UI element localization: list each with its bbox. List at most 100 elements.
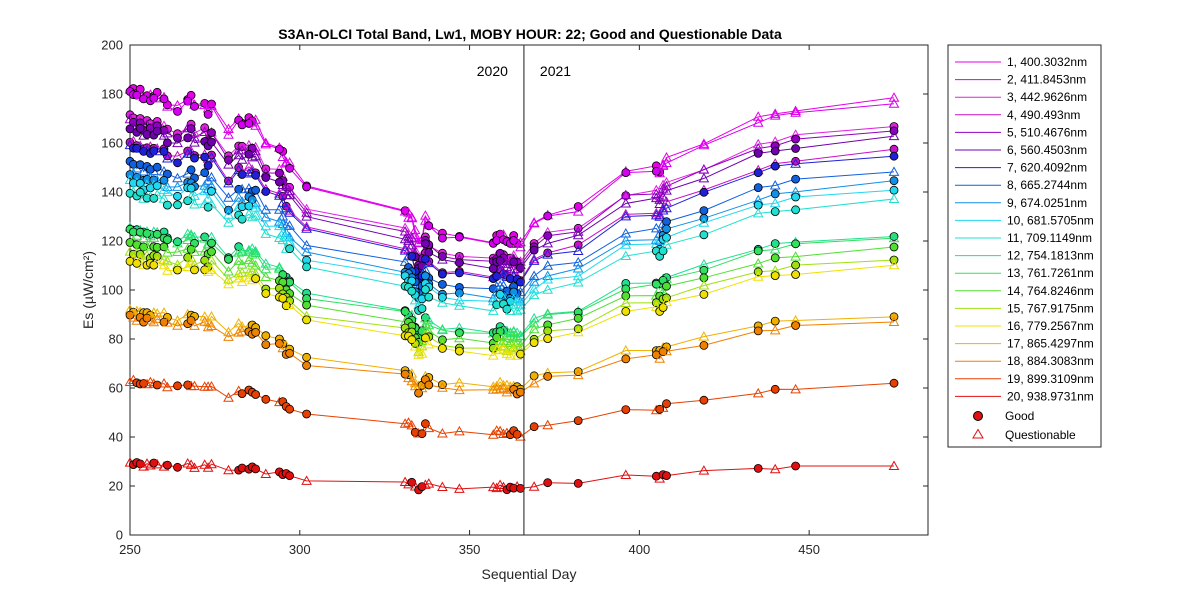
good-point [173, 191, 182, 201]
questionable-point [572, 229, 584, 240]
questionable-point [661, 185, 672, 195]
questionable-point [620, 250, 632, 260]
questionable-point [233, 317, 245, 328]
questionable-point [223, 177, 234, 188]
questionable-point [620, 234, 632, 245]
questionable-point [206, 458, 217, 469]
questionable-point [223, 278, 234, 289]
questionable-point [284, 205, 295, 215]
questionable-point [274, 190, 285, 200]
questionable-point [661, 345, 672, 356]
chart-title: S3An-OLCI Total Band, Lw1, MOBY HOUR: 22… [278, 26, 782, 42]
good-point [889, 232, 899, 241]
questionable-point [206, 254, 217, 265]
good-point [699, 289, 709, 299]
questionable-point [511, 238, 523, 248]
questionable-point [494, 383, 506, 394]
good-point [889, 185, 899, 195]
questionable-point [189, 320, 200, 330]
questionable-point [528, 217, 540, 228]
questionable-point [420, 479, 431, 489]
questionable-point [501, 386, 513, 397]
good-point [573, 313, 583, 323]
good-point [261, 331, 271, 341]
questionable-point [284, 189, 295, 200]
good-point [173, 265, 182, 275]
questionable-point [416, 382, 428, 393]
good-point [543, 334, 553, 344]
questionable-point [491, 425, 503, 435]
questionable-point [437, 427, 448, 438]
y-tick-label: 80 [109, 332, 123, 347]
x-tick-label: 300 [289, 542, 311, 557]
y-tick-label: 200 [101, 38, 123, 53]
questionable-point [223, 159, 234, 169]
questionable-point [661, 180, 672, 191]
questionable-point [790, 158, 801, 168]
good-point [162, 138, 172, 148]
questionable-point [413, 237, 424, 248]
good-point [207, 238, 216, 248]
questionable-point [162, 186, 173, 197]
questionable-point [654, 167, 666, 178]
good-point [274, 144, 284, 154]
questionable-point [151, 256, 163, 266]
legend-label-4: 4, 490.493nm [1007, 108, 1080, 122]
good-point [251, 274, 261, 284]
questionable-point [423, 478, 435, 488]
good-point [251, 185, 261, 195]
good-point [278, 293, 288, 303]
legend-good-label: Good [1005, 409, 1034, 423]
questionable-point [769, 197, 781, 208]
questionable-point [888, 166, 900, 176]
good-point [135, 187, 145, 197]
questionable-point [661, 202, 672, 213]
questionable-point [542, 419, 554, 430]
questionable-point [301, 221, 312, 231]
questionable-point [284, 185, 295, 196]
legend-label-7: 7, 620.4092nm [1007, 161, 1087, 175]
questionable-point [650, 188, 662, 198]
good-point [889, 378, 899, 388]
questionable-point [661, 151, 672, 162]
questionable-point [528, 312, 540, 323]
questionable-point [661, 239, 672, 249]
good-point [437, 343, 447, 353]
questionable-point [508, 331, 520, 342]
questionable-point [542, 309, 554, 319]
questionable-point [172, 246, 183, 256]
x-axis: 250 300 350 400 450 [119, 45, 820, 557]
questionable-point [752, 387, 764, 398]
good-point [302, 352, 312, 362]
legend-label-1: 1, 400.3032nm [1007, 55, 1087, 69]
good-point [285, 404, 295, 414]
questionable-point [888, 259, 900, 270]
good-point [437, 233, 447, 243]
good-point [516, 263, 525, 273]
good-point [454, 346, 464, 356]
questionable-point [236, 267, 248, 277]
questionable-point [189, 198, 200, 209]
questionable-point [454, 384, 465, 395]
questionable-point [223, 392, 234, 402]
questionable-point [189, 137, 200, 147]
questionable-point [620, 344, 632, 355]
questionable-point [406, 239, 418, 250]
questionable-point [698, 331, 710, 341]
questionable-point [301, 475, 312, 485]
questionable-point [403, 372, 414, 383]
good-point [302, 409, 312, 419]
good-point [261, 340, 271, 350]
good-point [529, 422, 539, 432]
questionable-point [162, 265, 173, 275]
questionable-point [301, 239, 312, 250]
questionable-point [654, 353, 666, 363]
good-point [159, 94, 169, 104]
questionable-point [528, 283, 540, 294]
questionable-point [399, 245, 411, 255]
questionable-point [515, 304, 526, 314]
questionable-point [172, 181, 183, 191]
questionable-point [498, 325, 509, 336]
questionable-point [504, 337, 516, 347]
